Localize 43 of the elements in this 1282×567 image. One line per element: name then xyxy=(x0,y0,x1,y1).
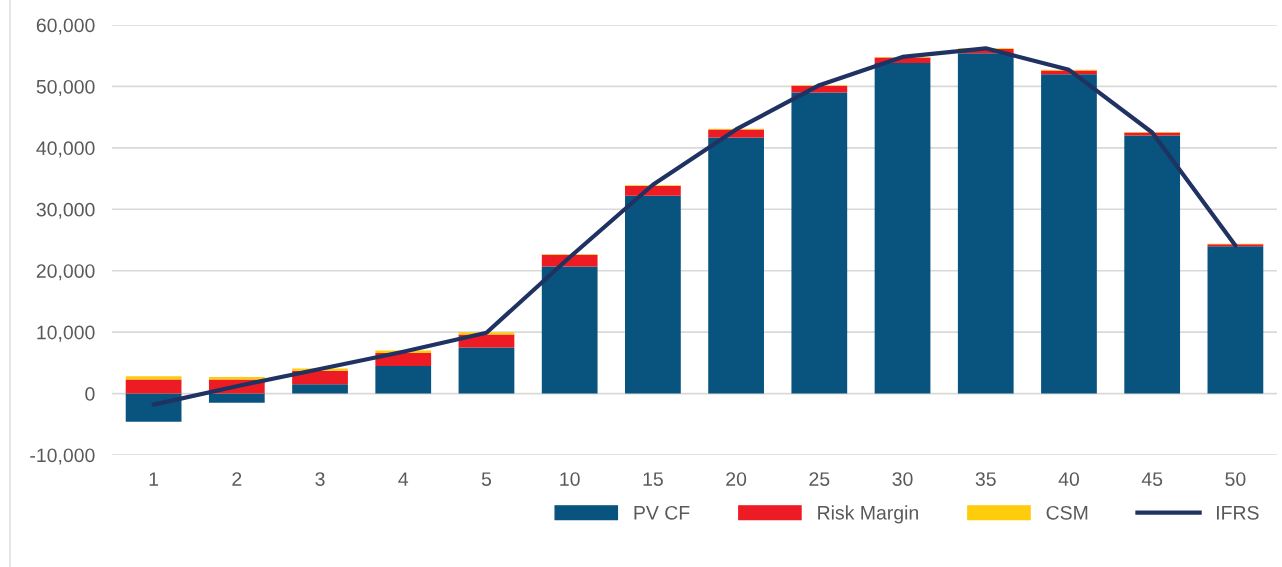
bar xyxy=(125,393,182,422)
line-series xyxy=(151,46,1238,407)
y-tick-label: -10,000 xyxy=(30,448,95,465)
x-tick-label: 20 xyxy=(726,472,747,486)
bar xyxy=(625,195,681,394)
x-tick-label: 35 xyxy=(975,472,996,486)
bar xyxy=(125,376,182,380)
bar xyxy=(1207,246,1264,394)
x-tick-label: 40 xyxy=(1058,472,1080,486)
bar xyxy=(957,53,1014,394)
x-tick-label: 4 xyxy=(398,472,409,486)
x-tick-label: 1 xyxy=(149,472,159,486)
legend-label: PV CF xyxy=(634,505,690,520)
y-tick-label: 40,000 xyxy=(36,141,95,158)
bar xyxy=(458,347,515,394)
x-tick-label: 10 xyxy=(560,472,580,486)
x-tick-label: 15 xyxy=(643,472,663,486)
y-tick-label: 10,000 xyxy=(37,325,95,342)
x-tick-label: 30 xyxy=(892,472,913,486)
x-tick-label: 25 xyxy=(809,472,830,486)
legend-label: IFRS xyxy=(1217,505,1259,520)
legend-label: CSM xyxy=(1046,505,1088,520)
legend-label: Risk Margin xyxy=(818,505,918,524)
bar xyxy=(541,266,598,394)
y-tick-label: 30,000 xyxy=(36,202,95,219)
y-tick-label: 20,000 xyxy=(36,264,95,281)
x-tick-label: 45 xyxy=(1141,472,1163,486)
x-tick-label: 5 xyxy=(481,472,492,486)
y-tick-label: 50,000 xyxy=(36,79,95,96)
bar xyxy=(1041,74,1097,394)
x-tick-label: 50 xyxy=(1225,472,1246,486)
x-tick-label: 3 xyxy=(315,472,325,486)
bar xyxy=(791,92,848,394)
x-tick-label: 2 xyxy=(232,472,242,486)
y-tick-label: 0 xyxy=(85,387,95,401)
bar xyxy=(708,137,764,394)
bar xyxy=(208,393,265,403)
y-tick-label: 60,000 xyxy=(36,18,95,35)
bar xyxy=(375,365,432,394)
bar xyxy=(874,63,931,394)
bar xyxy=(125,379,182,394)
bar xyxy=(292,384,348,394)
bar xyxy=(1124,135,1181,394)
